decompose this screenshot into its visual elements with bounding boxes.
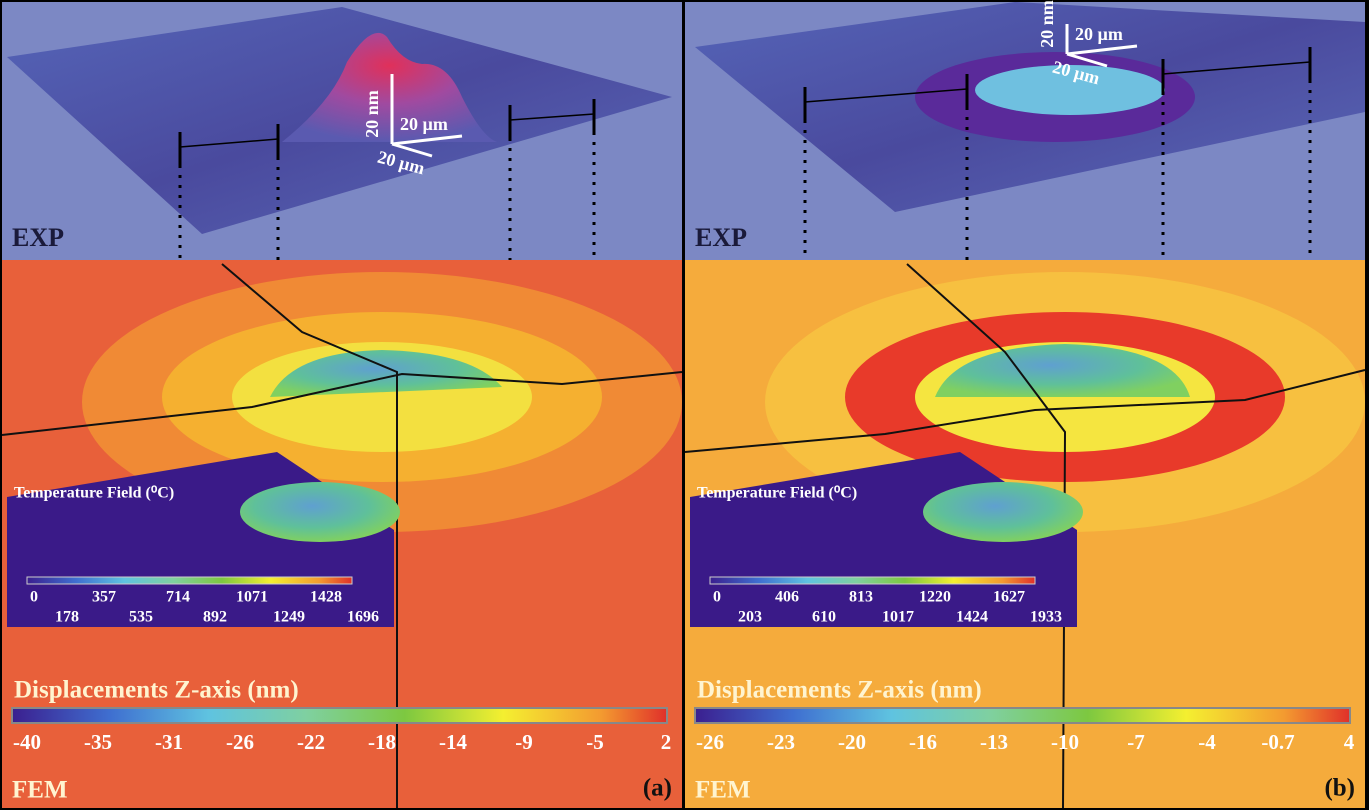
panel-label: (a) — [643, 775, 672, 802]
disp-tick-label: -7 — [1127, 730, 1145, 754]
temp-tick-label: 1933 — [1030, 609, 1062, 626]
disp-tick-label: -4 — [1198, 730, 1216, 754]
scale-z: 20 nm — [362, 90, 382, 138]
surface-crater — [975, 65, 1165, 115]
scale-axis — [391, 134, 463, 146]
temp-tick-label: 0 — [30, 589, 38, 606]
temp-tick-label: 1424 — [956, 609, 988, 626]
scale-x: 20 µm — [400, 114, 448, 134]
inset-title: Temperature Field (⁰C) — [14, 485, 174, 502]
temp-tick-label: 1627 — [993, 589, 1025, 606]
fem-dome — [935, 344, 1190, 397]
fem-dome — [270, 350, 502, 397]
disp-tick-label: -0.7 — [1261, 730, 1294, 754]
disp-tick-label: -13 — [980, 730, 1008, 754]
crack — [1, 371, 683, 436]
surface-peak — [282, 32, 497, 142]
disp-tick-label: -18 — [368, 730, 396, 754]
inset-dome — [923, 482, 1083, 542]
disp-colorbar — [11, 707, 668, 724]
fem-label: FEM — [12, 777, 68, 804]
scale-axis — [391, 142, 433, 158]
disp-tick-label: -31 — [155, 730, 183, 754]
temp-tick-label: 1071 — [236, 589, 268, 606]
measure-bar — [1162, 61, 1311, 75]
exp-label: EXP — [12, 223, 64, 252]
scale-axis — [1066, 52, 1108, 68]
temp-tick-label: 813 — [849, 589, 873, 606]
inset-dome — [240, 482, 400, 542]
disp-tick-label: -5 — [586, 730, 604, 754]
temp-tick-label: 1017 — [882, 609, 914, 626]
panel-label: (b) — [1324, 775, 1355, 802]
disp-colorbar — [694, 707, 1351, 724]
disp-tick-label: -35 — [84, 730, 112, 754]
temp-tick-label: 610 — [812, 609, 836, 626]
disp-tick-label: -23 — [767, 730, 795, 754]
temp-tick-label: 535 — [129, 609, 153, 626]
fem-label: FEM — [695, 777, 751, 804]
disp-tick-label: -40 — [13, 730, 41, 754]
disp-tick-label: -10 — [1051, 730, 1079, 754]
measure-bar — [804, 88, 968, 103]
displacement-title: Displacements Z-axis (nm) — [697, 677, 982, 704]
disp-tick-label: -22 — [297, 730, 325, 754]
temp-tick-label: 357 — [92, 589, 116, 606]
crack — [684, 369, 1366, 453]
scale-x: 20 µm — [1075, 24, 1123, 44]
disp-tick-label: -20 — [838, 730, 866, 754]
displacement-title: Displacements Z-axis (nm) — [14, 677, 299, 704]
temp-tick-label: 1249 — [273, 609, 305, 626]
disp-tick-label: 2 — [661, 730, 672, 754]
exp-label: EXP — [695, 223, 747, 252]
measure-bar — [509, 113, 595, 121]
disp-tick-label: -16 — [909, 730, 937, 754]
temp-tick-label: 1220 — [919, 589, 951, 606]
crack — [221, 263, 398, 808]
temp-tick-label: 1696 — [347, 609, 379, 626]
temp-tick-label: 0 — [713, 589, 721, 606]
measure-bar — [179, 138, 279, 148]
temp-colorbar — [709, 576, 1036, 585]
temp-tick-label: 178 — [55, 609, 79, 626]
temp-tick-label: 714 — [166, 589, 190, 606]
disp-tick-label: -26 — [696, 730, 724, 754]
temp-tick-label: 203 — [738, 609, 762, 626]
disp-tick-label: -26 — [226, 730, 254, 754]
temp-tick-label: 1428 — [310, 589, 342, 606]
disp-tick-label: -14 — [439, 730, 467, 754]
inset-title: Temperature Field (⁰C) — [697, 485, 857, 502]
disp-tick-label: 4 — [1344, 730, 1355, 754]
scale-z: 20 nm — [1037, 0, 1057, 48]
scale-axis — [1066, 44, 1138, 56]
temp-tick-label: 892 — [203, 609, 227, 626]
temp-colorbar — [26, 576, 353, 585]
disp-tick-label: -9 — [515, 730, 533, 754]
temp-tick-label: 406 — [775, 589, 799, 606]
